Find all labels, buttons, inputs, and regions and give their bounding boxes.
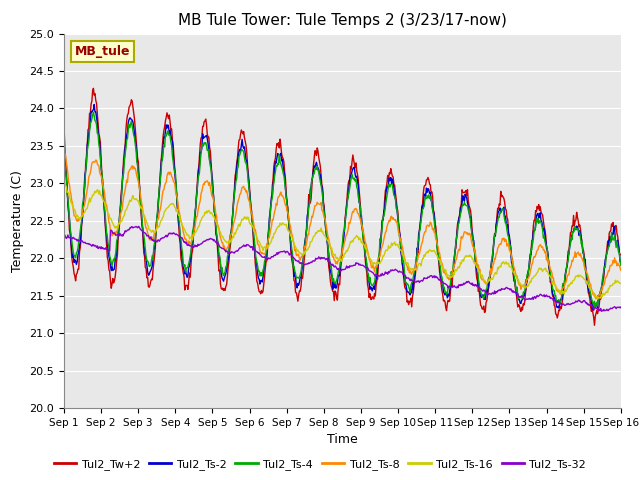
Legend: Tul2_Tw+2, Tul2_Ts-2, Tul2_Ts-4, Tul2_Ts-8, Tul2_Ts-16, Tul2_Ts-32: Tul2_Tw+2, Tul2_Ts-2, Tul2_Ts-4, Tul2_Ts… (49, 455, 591, 474)
Y-axis label: Temperature (C): Temperature (C) (11, 170, 24, 272)
Text: MB_tule: MB_tule (75, 45, 131, 58)
Title: MB Tule Tower: Tule Temps 2 (3/23/17-now): MB Tule Tower: Tule Temps 2 (3/23/17-now… (178, 13, 507, 28)
X-axis label: Time: Time (327, 433, 358, 446)
